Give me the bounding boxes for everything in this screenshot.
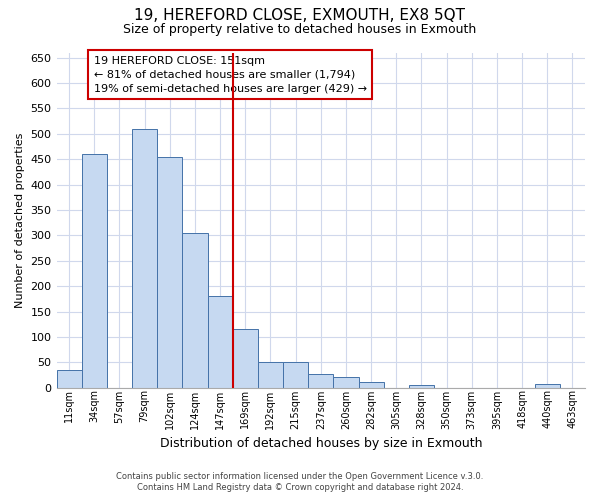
Text: Size of property relative to detached houses in Exmouth: Size of property relative to detached ho… <box>124 22 476 36</box>
Text: 19, HEREFORD CLOSE, EXMOUTH, EX8 5QT: 19, HEREFORD CLOSE, EXMOUTH, EX8 5QT <box>134 8 466 22</box>
Text: 19 HEREFORD CLOSE: 151sqm
← 81% of detached houses are smaller (1,794)
19% of se: 19 HEREFORD CLOSE: 151sqm ← 81% of detac… <box>94 56 367 94</box>
Bar <box>157 156 182 388</box>
Bar <box>233 330 258 388</box>
Bar <box>283 362 308 388</box>
Bar <box>258 362 283 388</box>
Bar <box>359 382 383 388</box>
Bar <box>308 374 334 388</box>
Bar <box>132 128 157 388</box>
Y-axis label: Number of detached properties: Number of detached properties <box>15 132 25 308</box>
Bar <box>334 376 359 388</box>
Bar <box>409 386 434 388</box>
Text: Contains HM Land Registry data © Crown copyright and database right 2024.: Contains HM Land Registry data © Crown c… <box>137 484 463 492</box>
Bar <box>535 384 560 388</box>
Bar <box>182 233 208 388</box>
Bar <box>208 296 233 388</box>
Bar <box>56 370 82 388</box>
X-axis label: Distribution of detached houses by size in Exmouth: Distribution of detached houses by size … <box>160 437 482 450</box>
Text: Contains public sector information licensed under the Open Government Licence v.: Contains public sector information licen… <box>116 472 484 481</box>
Bar <box>82 154 107 388</box>
